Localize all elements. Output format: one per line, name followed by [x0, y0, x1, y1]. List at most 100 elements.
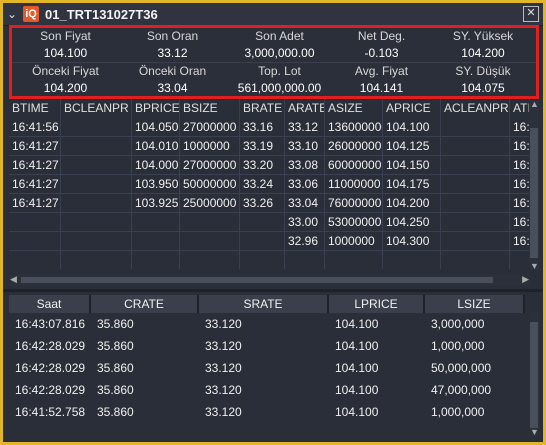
table-cell: 35.860 [97, 317, 134, 331]
column-header[interactable]: LSIZE [425, 295, 525, 313]
column-header[interactable]: BCLEANPR [61, 99, 132, 118]
table-cell: 26000000 [325, 137, 383, 156]
table-cell [132, 232, 180, 251]
table-cell: 104.050 [132, 118, 180, 137]
table-row[interactable]: 16:41:27 104.000 27000000 33.20 33.08 6000000… [9, 156, 530, 175]
table-cell: 104.100 [335, 383, 379, 397]
table-cell: 33.00 [285, 213, 325, 232]
summary-value: 33.12 [157, 46, 188, 60]
table-cell [61, 232, 132, 251]
table-cell [180, 213, 240, 232]
table-cell [325, 251, 383, 269]
table-cell: 104.100 [335, 317, 379, 331]
column-header[interactable]: ATI [510, 99, 530, 118]
table-row[interactable]: 16:41:27 103.925 25000000 33.26 33.04 7600000… [9, 194, 530, 213]
column-header[interactable]: ARATE [285, 99, 325, 118]
scroll-up-icon[interactable]: ▲ [530, 99, 539, 109]
column-header[interactable]: Saat [9, 295, 91, 313]
summary-label: Son Oran [146, 29, 199, 43]
table-cell [61, 175, 132, 194]
scrollbar-thumb[interactable] [530, 322, 538, 428]
trades-vertical-scrollbar[interactable]: ▼ [529, 312, 539, 437]
column-header[interactable]: BRATE [240, 99, 285, 118]
app-logo-icon: iQ [23, 6, 39, 22]
table-cell: 33.19 [240, 137, 285, 156]
close-icon[interactable]: ✕ [523, 6, 539, 22]
table-cell: 35.860 [97, 339, 134, 353]
table-cell: 104.100 [335, 405, 379, 419]
scroll-down-icon[interactable]: ▼ [530, 427, 539, 437]
scrollbar-thumb[interactable] [530, 128, 538, 258]
table-cell [441, 175, 510, 194]
scroll-down-icon[interactable]: ▼ [530, 261, 539, 271]
column-header[interactable]: APRICE [383, 99, 441, 118]
table-cell [61, 194, 132, 213]
window-title: 01_TRT131027T36 [45, 6, 158, 22]
order-book-horizontal-scrollbar[interactable]: ◀ ▶ [9, 274, 530, 286]
table-cell: 104.300 [383, 232, 441, 251]
table-row[interactable]: 16:42:28.029 35.860 33.120 104.100 47,000,00… [9, 379, 525, 401]
summary-value: 104.075 [461, 81, 505, 95]
table-cell: 33.20 [240, 156, 285, 175]
table-cell [383, 251, 441, 269]
table-cell [61, 156, 132, 175]
table-cell: 27000000 [180, 156, 240, 175]
summary-values-bottom: 104.200 33.04 561,000,000.00 104.141 104… [12, 80, 536, 97]
table-row[interactable]: 16:41:56 104.050 27000000 33.16 33.12 1360000… [9, 118, 530, 137]
trades-grid[interactable]: Saat CRATE SRATE LPRICE LSIZE 16:43:07.816 35.… [9, 295, 525, 435]
table-cell: 103.950 [132, 175, 180, 194]
order-book-header: BTIME BCLEANPR BPRICE BSIZE BRATE ARATE ASIZE A… [9, 99, 530, 118]
title-bar[interactable]: ⌄ iQ 01_TRT131027T36 ✕ [3, 3, 543, 26]
panel-divider[interactable] [3, 289, 543, 292]
column-header[interactable]: ACLEANPR [441, 99, 510, 118]
table-cell: 16:4 [510, 118, 530, 137]
scroll-left-icon[interactable]: ◀ [10, 274, 17, 284]
table-row[interactable]: 16:43:07.816 35.860 33.120 104.100 3,000,000 [9, 313, 525, 335]
column-header[interactable]: BSIZE [180, 99, 240, 118]
table-cell: 1000000 [325, 232, 383, 251]
table-cell: 32.96 [285, 232, 325, 251]
table-cell: 33.120 [205, 317, 242, 331]
table-cell [61, 137, 132, 156]
table-cell: 35.860 [97, 405, 134, 419]
table-cell [441, 213, 510, 232]
table-cell: 16:41:27 [9, 175, 61, 194]
table-cell: 104.175 [383, 175, 441, 194]
table-row[interactable]: 16:42:28.029 35.860 33.120 104.100 50,000,00… [9, 357, 525, 379]
table-row[interactable] [9, 251, 530, 269]
summary-label: Net Deg. [357, 29, 406, 43]
scrollbar-thumb[interactable] [21, 277, 493, 283]
table-cell [441, 251, 510, 269]
table-cell: 33.06 [285, 175, 325, 194]
table-cell [510, 251, 530, 269]
table-cell: 60000000 [325, 156, 383, 175]
table-cell [180, 232, 240, 251]
table-cell: 50000000 [180, 175, 240, 194]
summary-value: 104.200 [461, 46, 505, 60]
column-header[interactable]: CRATE [91, 295, 199, 313]
table-row[interactable]: 16:42:28.029 35.860 33.120 104.100 1,000,000 [9, 335, 525, 357]
table-cell: 104.100 [335, 361, 379, 375]
table-cell: 16:42:28.029 [15, 361, 86, 375]
column-header[interactable]: SRATE [199, 295, 329, 313]
order-book-vertical-scrollbar[interactable]: ▲ ▼ [529, 99, 539, 271]
column-header[interactable]: ASIZE [325, 99, 383, 118]
table-cell [285, 251, 325, 269]
table-cell [240, 251, 285, 269]
table-row[interactable]: 16:41:27 103.950 50000000 33.24 33.06 1100000… [9, 175, 530, 194]
column-header[interactable]: BPRICE [132, 99, 180, 118]
chevron-down-icon[interactable]: ⌄ [6, 7, 18, 21]
table-cell [180, 251, 240, 269]
column-header[interactable]: LPRICE [329, 295, 425, 313]
scroll-right-icon[interactable]: ▶ [522, 274, 529, 284]
table-row[interactable]: 16:41:52.758 35.860 33.120 104.100 1,000,000 [9, 401, 525, 423]
summary-label: SY. Yüksek [452, 29, 514, 43]
table-cell: 104.150 [383, 156, 441, 175]
column-header[interactable]: BTIME [9, 99, 61, 118]
summary-label: SY. Düşük [455, 64, 511, 78]
table-row[interactable]: 16:41:27 104.010 1000000 33.19 33.10 26000000… [9, 137, 530, 156]
order-book-grid[interactable]: BTIME BCLEANPR BPRICE BSIZE BRATE ARATE ASIZE A… [9, 99, 530, 269]
table-cell: 33.120 [205, 339, 242, 353]
